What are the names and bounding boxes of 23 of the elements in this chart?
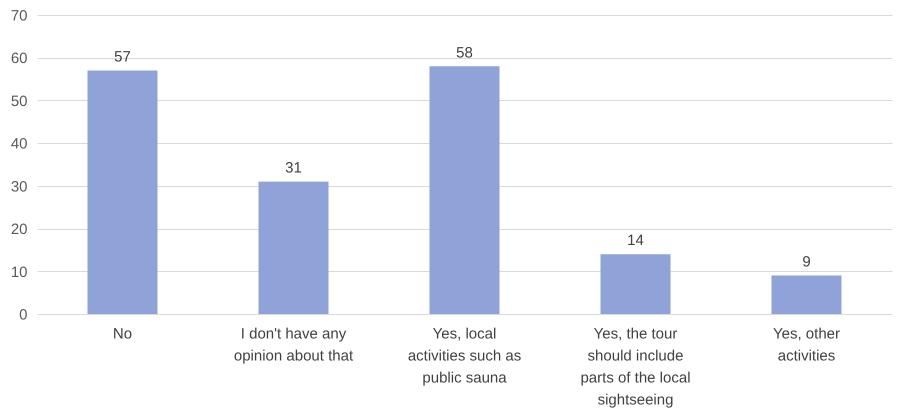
- y-tick-label: 10: [10, 264, 28, 281]
- y-tick-label: 70: [10, 8, 28, 24]
- y-tick-label: 50: [10, 92, 28, 110]
- bar: [430, 66, 500, 314]
- data-label: 31: [285, 160, 302, 177]
- x-tick-label: Yes, local activities such as public sauna: [408, 326, 522, 386]
- y-tick-label: 30: [10, 178, 28, 196]
- data-label: 58: [456, 44, 473, 62]
- y-tick-label: 60: [10, 50, 28, 68]
- bar: [600, 254, 670, 314]
- x-tick-label: Yes, the tour should include parts of the local sightseeing: [580, 326, 691, 408]
- x-tick-label: Yes, other activities: [773, 326, 840, 364]
- y-tick-label: 0: [19, 306, 28, 324]
- data-label: 57: [114, 48, 131, 66]
- bar: [772, 276, 842, 314]
- x-tick-label: I don't have any opinion about that: [234, 326, 354, 364]
- y-tick-label: 40: [10, 136, 28, 153]
- y-tick-label: 20: [10, 221, 28, 238]
- data-label: 9: [802, 254, 811, 271]
- bar: [88, 70, 158, 314]
- data-label: 14: [627, 232, 644, 250]
- bar: [258, 182, 328, 314]
- x-tick-label: No: [112, 326, 132, 342]
